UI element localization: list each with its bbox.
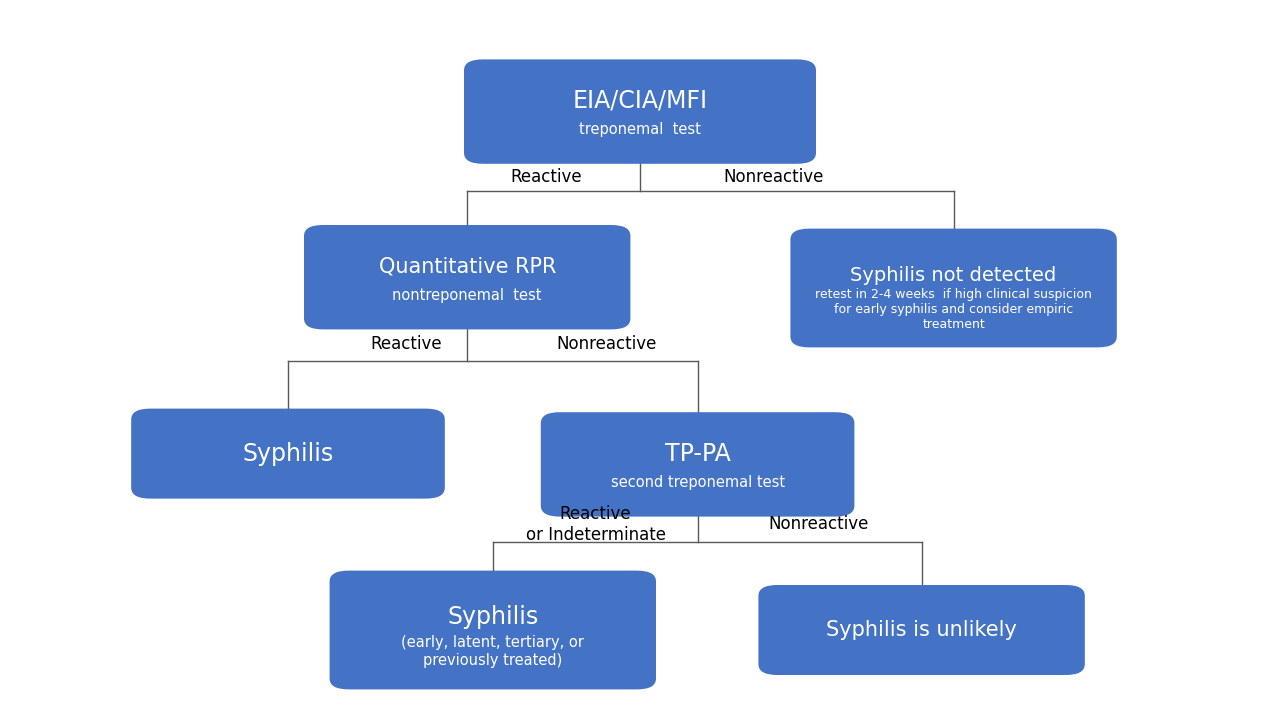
Text: (early, latent, tertiary, or
previously treated): (early, latent, tertiary, or previously …	[402, 635, 584, 667]
FancyBboxPatch shape	[758, 585, 1085, 675]
Text: nontreponemal  test: nontreponemal test	[393, 288, 541, 303]
Text: Nonreactive: Nonreactive	[768, 516, 868, 533]
Text: EIA/CIA/MFI: EIA/CIA/MFI	[572, 89, 708, 113]
Text: Nonreactive: Nonreactive	[557, 335, 657, 353]
FancyBboxPatch shape	[132, 409, 445, 498]
FancyBboxPatch shape	[541, 412, 855, 517]
Text: Quantitative RPR: Quantitative RPR	[379, 256, 556, 276]
FancyBboxPatch shape	[790, 229, 1116, 348]
Text: Syphilis: Syphilis	[242, 441, 334, 466]
Text: TP-PA: TP-PA	[664, 441, 731, 466]
Text: treponemal  test: treponemal test	[579, 122, 701, 138]
Text: second treponemal test: second treponemal test	[611, 475, 785, 490]
FancyBboxPatch shape	[305, 225, 630, 330]
Text: Reactive: Reactive	[511, 168, 582, 186]
Text: Reactive: Reactive	[370, 335, 442, 353]
FancyBboxPatch shape	[330, 570, 657, 690]
Text: Syphilis is unlikely: Syphilis is unlikely	[826, 620, 1018, 640]
FancyBboxPatch shape	[465, 59, 817, 164]
Text: Nonreactive: Nonreactive	[723, 168, 823, 186]
Text: Syphilis: Syphilis	[447, 606, 539, 629]
Text: Reactive
or Indeterminate: Reactive or Indeterminate	[526, 505, 666, 544]
Text: Syphilis not detected: Syphilis not detected	[850, 266, 1057, 285]
Text: retest in 2-4 weeks  if high clinical suspicion
for early syphilis and consider : retest in 2-4 weeks if high clinical sus…	[815, 288, 1092, 331]
